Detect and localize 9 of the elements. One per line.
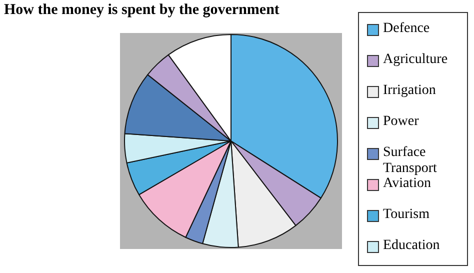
- legend-label: Tourism: [383, 207, 430, 223]
- legend-label: Surface Transport: [383, 145, 438, 177]
- legend-label: Agriculture: [383, 52, 448, 68]
- legend-label: Irrigation: [383, 83, 436, 99]
- chart-title: How the money is spent by the government: [4, 2, 280, 19]
- legend-label: Power: [383, 114, 419, 130]
- legend-label: Aviation: [383, 176, 431, 192]
- legend-label: Defence: [383, 21, 430, 37]
- legend-label: Education: [383, 238, 440, 254]
